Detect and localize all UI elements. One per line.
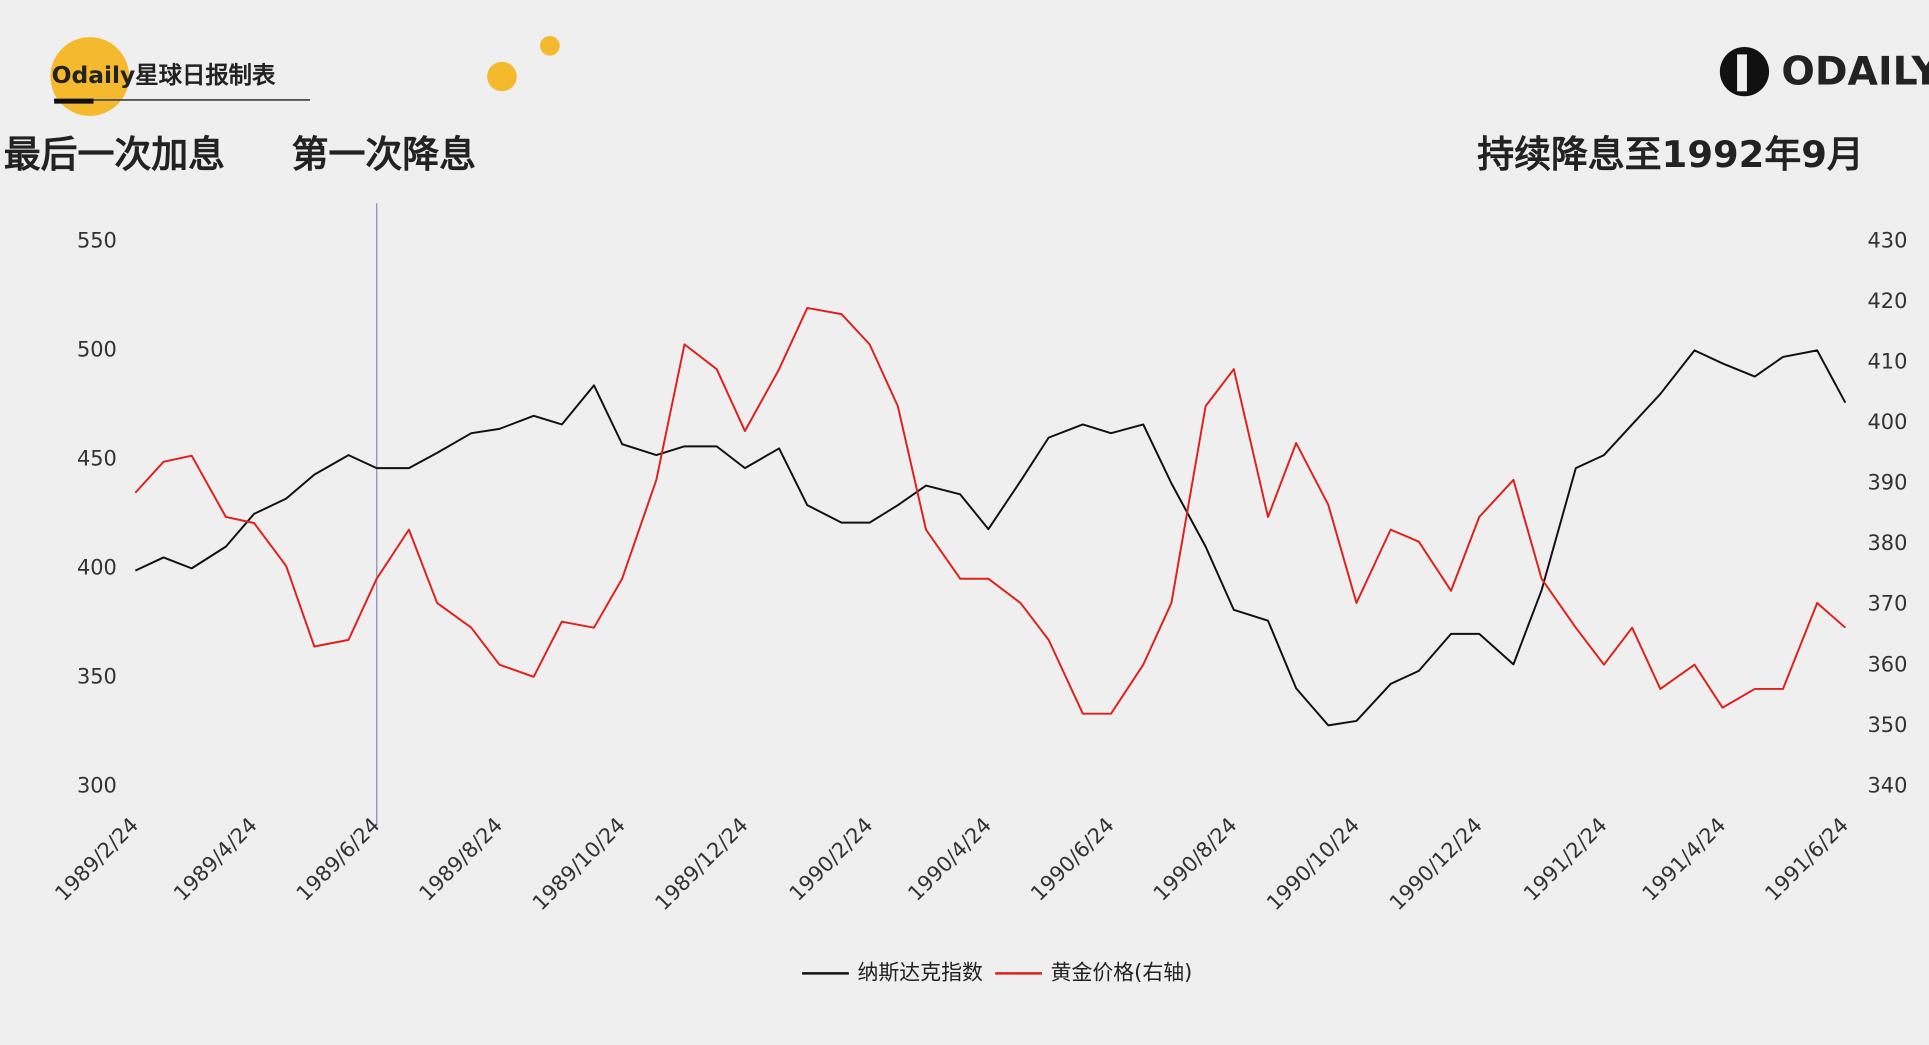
logo-mark	[1737, 54, 1747, 92]
brand: Odaily星球日报制表	[52, 61, 276, 89]
series-line	[134, 349, 1847, 727]
y-tick-label: 400	[77, 555, 117, 579]
annotation: 最后一次加息	[4, 133, 225, 176]
dot	[487, 61, 517, 92]
y-tick-label: 450	[77, 446, 117, 470]
y-tick-label: 500	[77, 337, 117, 361]
y2-tick-label: 400	[1867, 410, 1907, 434]
y2-tick-label: 340	[1867, 773, 1907, 797]
series-line	[134, 306, 1846, 715]
y2-tick-label: 430	[1867, 228, 1907, 252]
y2-tick-label: 370	[1867, 592, 1907, 616]
y2-tick-label: 380	[1867, 531, 1907, 555]
y2-tick-label: 390	[1867, 471, 1907, 495]
y2-tick-label: 360	[1867, 652, 1907, 676]
annotation: 持续降息至1992年9月	[1477, 133, 1864, 176]
legend-label: 纳斯达克指数	[857, 960, 983, 984]
y2-tick-label: 420	[1867, 289, 1907, 313]
y-tick-label: 550	[77, 228, 117, 252]
brand-circle	[50, 37, 130, 116]
y2-tick-label: 350	[1867, 713, 1907, 737]
y-tick-label: 350	[77, 664, 117, 688]
legend-label: 黄金价格(右轴)	[1051, 960, 1193, 984]
logo: ODAILY	[1781, 49, 1929, 95]
y-tick-label: 300	[77, 773, 117, 797]
y2-tick-label: 410	[1867, 350, 1907, 374]
annotation: 第一次降息	[292, 133, 476, 176]
dot	[540, 35, 560, 56]
